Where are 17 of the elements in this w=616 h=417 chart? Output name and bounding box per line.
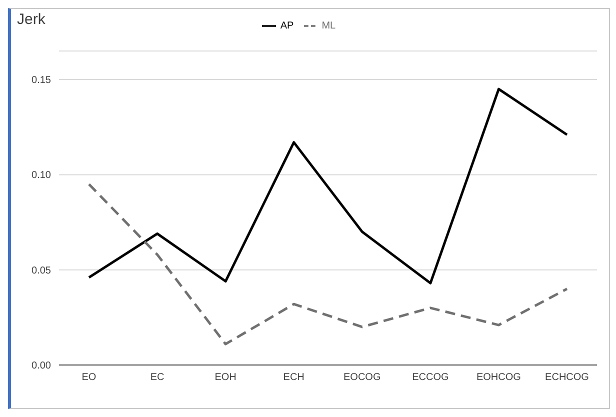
x-tick-label: EOH: [214, 372, 236, 384]
y-tick-label: 0.00: [32, 360, 52, 372]
x-tick-label: EC: [150, 372, 164, 384]
x-tick-label: EOCOG: [344, 372, 381, 384]
x-tick-label: EOHCOG: [476, 372, 522, 384]
y-tick-label: 0.15: [32, 75, 52, 86]
x-tick-label: ECHCOG: [545, 372, 590, 384]
chart-title: Jerk: [17, 11, 46, 28]
line-series: [88, 182, 568, 346]
x-tick-label: EO: [82, 372, 96, 384]
x-tick-label: ECCOG: [412, 372, 449, 384]
legend-label: ML: [322, 20, 336, 32]
y-tick-label: 0.10: [32, 170, 52, 182]
x-tick-label: ECH: [283, 372, 304, 384]
legend-label: AP: [280, 20, 294, 32]
line-series: [88, 88, 568, 284]
y-tick-label: 0.05: [32, 265, 52, 276]
